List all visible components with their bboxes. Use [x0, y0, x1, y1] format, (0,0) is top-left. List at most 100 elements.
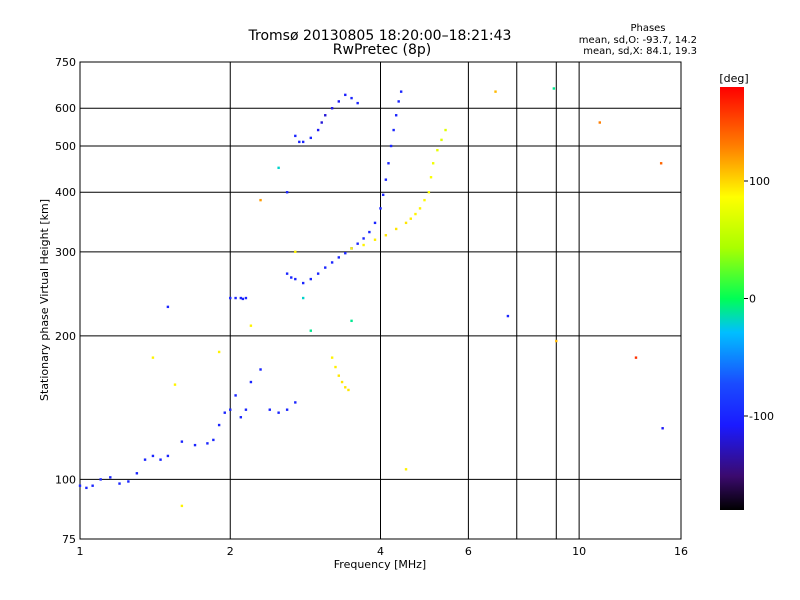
x-tick-label: 4: [377, 545, 384, 558]
data-point: [151, 356, 155, 359]
x-tick-label: 16: [674, 545, 688, 558]
data-point: [285, 272, 289, 275]
data-point: [397, 100, 400, 103]
data-point: [234, 394, 237, 397]
data-point: [234, 296, 237, 300]
data-point: [414, 212, 417, 216]
data-point: [239, 296, 243, 300]
data-point: [368, 230, 371, 234]
data-point: [381, 193, 385, 197]
data-point: [151, 454, 155, 458]
data-point: [259, 198, 262, 202]
data-point: [143, 458, 147, 461]
data-point: [127, 480, 130, 483]
chart-subtitle: RwPretec (8p): [333, 42, 431, 58]
data-point: [309, 136, 312, 140]
x-tick-label: 1: [77, 545, 84, 558]
data-point: [347, 388, 350, 392]
data-point: [223, 411, 226, 414]
data-point: [334, 365, 337, 369]
data-point: [340, 380, 344, 384]
grid-lines: [79, 61, 682, 540]
y-tick-label: 400: [55, 186, 76, 199]
data-point: [379, 207, 382, 210]
data-point: [330, 356, 334, 359]
data-point: [384, 178, 388, 181]
y-tick-label: 300: [55, 246, 76, 259]
data-point: [350, 319, 353, 323]
data-point: [330, 107, 334, 110]
data-point: [350, 96, 353, 100]
colorbar-ticks: 100 0 -100: [744, 175, 774, 423]
data-point: [206, 442, 209, 445]
data-point: [356, 101, 359, 105]
data-point: [301, 296, 305, 300]
data-point: [337, 256, 341, 259]
data-point: [659, 162, 663, 165]
data-point: [135, 472, 139, 475]
data-point: [217, 423, 221, 427]
data-point: [294, 134, 297, 138]
data-point: [429, 176, 433, 179]
data-point: [217, 350, 221, 354]
data-point: [427, 191, 431, 194]
data-point: [431, 162, 435, 165]
data-point: [166, 454, 170, 458]
data-point: [309, 277, 312, 281]
data-point: [249, 324, 253, 327]
data-point: [384, 234, 388, 237]
data-point: [661, 427, 664, 430]
data-point: [362, 237, 365, 240]
data-point: [109, 476, 112, 479]
data-points: [78, 87, 664, 508]
data-point: [344, 93, 347, 97]
data-point: [598, 121, 601, 124]
x-axis-ticks: 1 2 4 6 10 16: [77, 545, 689, 558]
data-point: [193, 443, 197, 447]
data-point: [277, 411, 280, 414]
colorbar-tick-label: -100: [749, 410, 774, 423]
data-point: [78, 484, 82, 487]
x-tick-label: 2: [227, 545, 234, 558]
data-point: [229, 296, 232, 300]
plot-area: 1 2 4 6 10 16 75 100 200 300 400 500 600 750: [55, 56, 688, 558]
data-point: [337, 100, 341, 103]
data-point: [409, 217, 412, 220]
data-point: [244, 296, 248, 300]
data-point: [173, 383, 177, 386]
data-point: [298, 140, 301, 144]
data-point: [294, 401, 297, 404]
data-point: [285, 191, 289, 194]
data-point: [166, 305, 170, 309]
data-point: [373, 221, 377, 225]
data-point: [506, 314, 510, 318]
data-point: [494, 90, 497, 93]
data-point: [392, 128, 395, 132]
data-point: [212, 438, 215, 442]
data-point: [85, 486, 88, 490]
stats-x-mode: mean, sd,X: 84.1, 19.3: [583, 46, 697, 57]
data-point: [294, 277, 297, 281]
data-point: [552, 87, 556, 90]
data-point: [555, 339, 558, 343]
data-point: [159, 458, 162, 461]
data-point: [309, 329, 312, 332]
data-point: [418, 207, 422, 210]
data-point: [344, 252, 347, 255]
y-tick-label: 600: [55, 102, 76, 115]
data-point: [404, 221, 408, 225]
colorbar-tick-label: 100: [749, 175, 770, 188]
stats-heading: Phases: [630, 23, 665, 34]
data-point: [444, 128, 447, 132]
data-point: [394, 114, 398, 117]
data-point: [290, 276, 293, 279]
data-point: [316, 128, 320, 132]
data-point: [268, 408, 271, 411]
data-point: [91, 484, 94, 487]
y-tick-label: 200: [55, 330, 76, 343]
y-tick-label: 500: [55, 140, 76, 153]
data-point: [180, 440, 184, 443]
data-point: [324, 266, 327, 269]
data-point: [301, 281, 305, 285]
data-point: [394, 227, 398, 231]
